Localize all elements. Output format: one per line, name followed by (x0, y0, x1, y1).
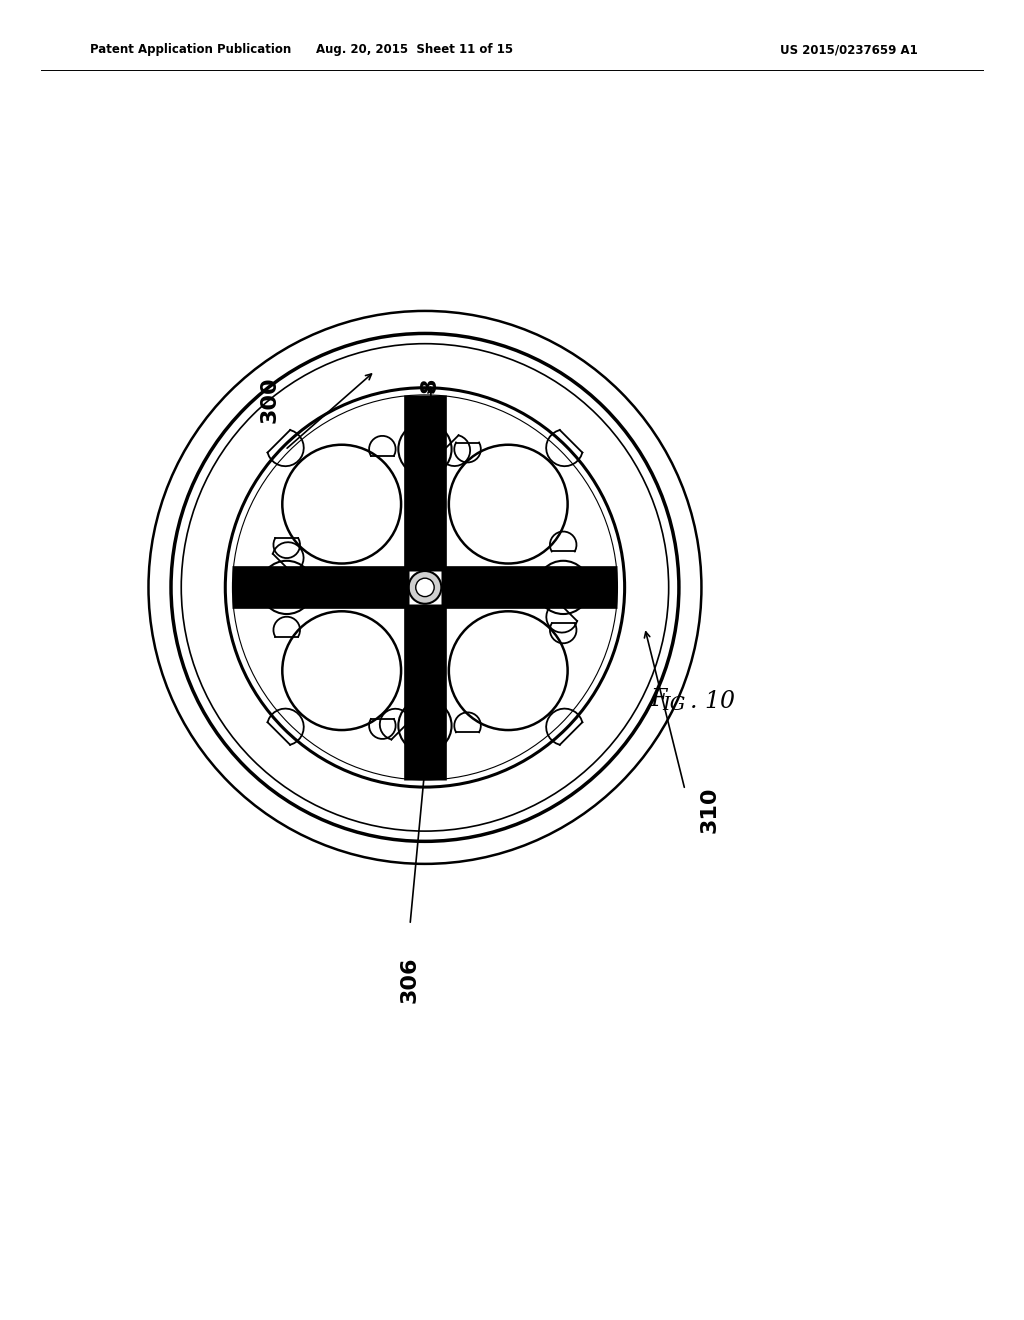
Text: 310: 310 (700, 787, 720, 833)
Text: Patent Application Publication: Patent Application Publication (90, 44, 291, 57)
Text: . 10: . 10 (690, 690, 735, 714)
Text: Aug. 20, 2015  Sheet 11 of 15: Aug. 20, 2015 Sheet 11 of 15 (316, 44, 514, 57)
Text: 300: 300 (260, 376, 280, 424)
Circle shape (409, 572, 441, 603)
Text: 306: 306 (400, 957, 420, 1003)
Text: US 2015/0237659 A1: US 2015/0237659 A1 (780, 44, 918, 57)
Text: IG: IG (662, 696, 685, 714)
Circle shape (416, 578, 434, 597)
Text: 308: 308 (420, 376, 440, 424)
Text: F: F (650, 689, 667, 711)
